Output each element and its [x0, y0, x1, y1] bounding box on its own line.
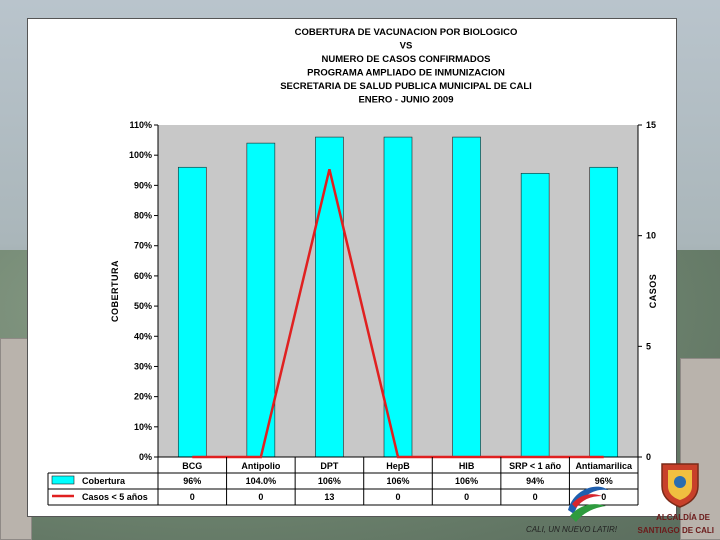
background-building [680, 358, 720, 540]
table-cell: 106% [386, 476, 409, 486]
data-table: BCG Antipolio DPT HepB HIB SRP < 1 año Antiama… [47, 457, 639, 506]
title-line: VS [400, 41, 413, 52]
table-cell: 106% [318, 476, 341, 486]
table-cell: 104.0% [246, 476, 277, 486]
chart-panel: COBERTURA DE VACUNACION POR BIOLOGICO VS N… [27, 18, 677, 517]
y-tick-label: 70% [134, 241, 152, 251]
y-tick-label: 100% [129, 150, 152, 160]
y-tick-label: 50% [134, 301, 152, 311]
bar [589, 166, 619, 458]
x-category-label: Antiamarilica [575, 461, 633, 471]
table-cell: 0 [601, 492, 606, 502]
bar [383, 136, 413, 458]
x-category-label: DPT [320, 461, 339, 471]
x-category-label: SRP < 1 año [509, 461, 562, 471]
y-tick-label: 10% [134, 422, 152, 432]
y-tick-label: 40% [134, 331, 152, 341]
y-tick-label: 30% [134, 361, 152, 371]
chart-title: COBERTURA DE VACUNACION POR BIOLOGICO VS N… [280, 27, 532, 106]
y-tick-label: 60% [134, 271, 152, 281]
y2-tick-label: 0 [646, 452, 651, 462]
bar [315, 136, 344, 458]
y-tick-label: 90% [134, 180, 152, 190]
logo-org-line1: ALCALDÍA DE [656, 513, 710, 522]
logo-org-line2: SANTIAGO DE CALI [637, 526, 714, 535]
table-cell: 0 [258, 492, 263, 502]
y-tick-labels: 0% 10% 20% 30% 40% 50% 60% 70% 80% 90% 100% 110% [129, 120, 152, 462]
bar [452, 136, 481, 458]
bar [246, 142, 276, 458]
y2-axis-title: CASOS [648, 274, 658, 309]
title-line: NUMERO DE CASOS CONFIRMADOS [322, 54, 491, 65]
y-tick-label: 20% [134, 392, 152, 402]
title-line: SECRETARIA DE SALUD PUBLICA MUNICIPAL DE… [280, 81, 532, 92]
crest-icon [661, 463, 699, 508]
table-cell: 13 [324, 492, 334, 502]
table-row-label: Casos < 5 años [82, 492, 148, 502]
table-cell: 0 [464, 492, 469, 502]
table-cell: 96% [595, 476, 613, 486]
title-line: PROGRAMA AMPLIADO DE INMUNIZACION [307, 68, 505, 79]
logo-slogan: CALI, UN NUEVO LATIR! [526, 525, 617, 534]
table-row-label: Cobertura [82, 476, 126, 486]
chart-svg: COBERTURA DE VACUNACION POR BIOLOGICO VS N… [47, 27, 658, 506]
x-category-label: Antipolio [241, 461, 280, 471]
swoosh-icon [568, 486, 608, 522]
x-category-label: HIB [459, 461, 475, 471]
y2-tick-label: 15 [646, 120, 656, 130]
y-axis-title: COBERTURA [110, 260, 120, 322]
table-cell: 96% [183, 476, 201, 486]
alcaldia-logo: CALI, UN NUEVO LATIR! ALCALDÍA DE SANTIA… [526, 458, 716, 538]
y2-tick-labels: 0 5 10 15 [646, 120, 656, 462]
table-cell: 106% [455, 476, 478, 486]
legend-key-bar [51, 475, 75, 485]
y-tick-label: 110% [129, 120, 152, 130]
table-cell: 94% [526, 476, 544, 486]
y2-tick-label: 5 [646, 341, 651, 351]
bar [520, 172, 550, 458]
x-category-label: HepB [386, 461, 410, 471]
line-series [192, 168, 604, 459]
table-cell: 0 [533, 492, 538, 502]
title-line: COBERTURA DE VACUNACION POR BIOLOGICO [295, 27, 518, 38]
title-line: ENERO - JUNIO 2009 [358, 95, 453, 106]
table-cell: 0 [395, 492, 400, 502]
bar [177, 166, 207, 458]
background-building [0, 338, 32, 540]
y-tick-label: 0% [139, 452, 152, 462]
y-tick-label: 80% [134, 211, 152, 221]
table-cell: 0 [190, 492, 195, 502]
x-category-label: BCG [182, 461, 202, 471]
y2-tick-label: 10 [646, 231, 656, 241]
